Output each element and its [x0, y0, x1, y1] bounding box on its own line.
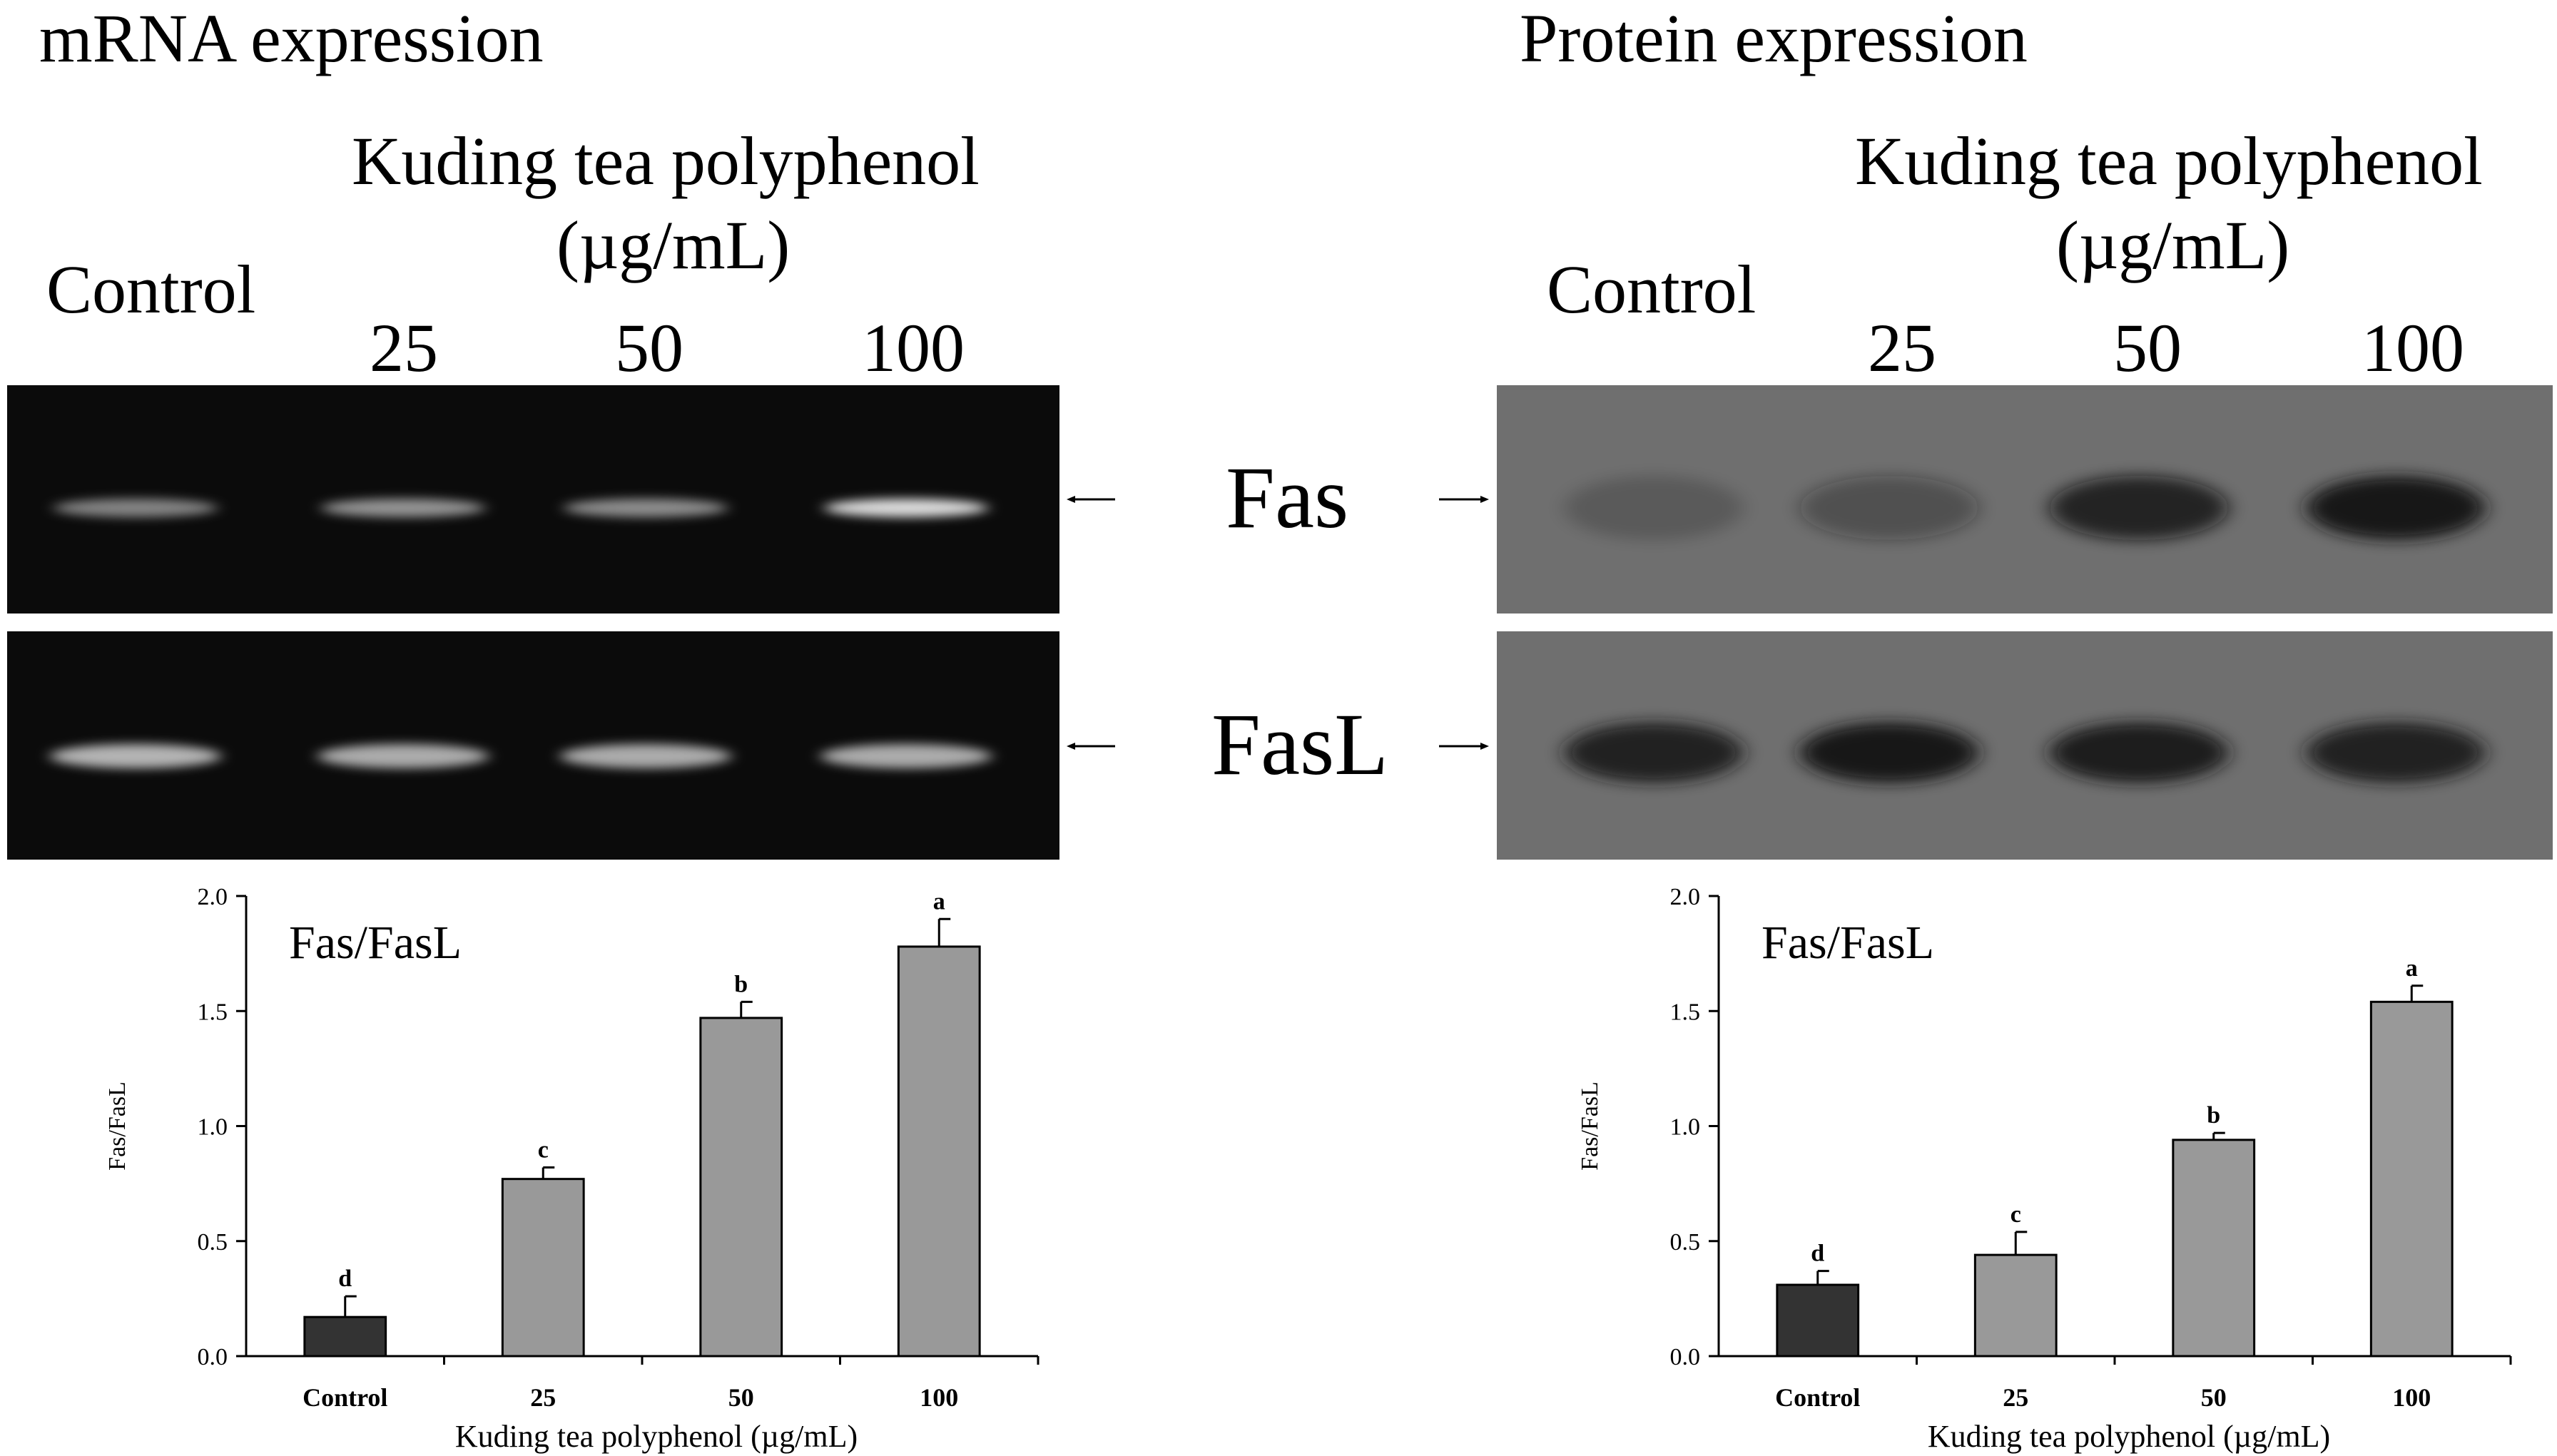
mrna-lane-label: 50 [615, 310, 683, 386]
blot-band [2307, 722, 2485, 783]
chart-inset-label: Fas/FasL [289, 917, 462, 969]
mrna-fas-fasl-bar-chart: 0.0 0.5 1.0 1.5 2.0 Fas/FasL Fas/FasL d Control c… [104, 884, 1039, 1454]
gel-band [54, 499, 218, 517]
y-tick-label: 1.0 [1670, 1114, 1701, 1141]
blot-band [1565, 722, 1743, 783]
protein-fas-blot [1497, 385, 2553, 614]
gel-band [50, 744, 221, 768]
gel-band [564, 499, 728, 517]
significance-letter: d [1811, 1241, 1824, 1267]
protein-lane-label: 50 [2113, 310, 2182, 386]
x-axis-label: Kuding tea polyphenol (µg/mL) [455, 1419, 858, 1454]
bar [699, 1017, 783, 1358]
significance-letter: a [933, 888, 945, 915]
y-tick-label: 0.5 [198, 1229, 228, 1256]
bar [1776, 1283, 1860, 1358]
protein-group-label-line2: (µg/mL) [2056, 207, 2290, 283]
x-tick-label: 50 [2201, 1383, 2227, 1412]
significance-letter: c [2010, 1201, 2021, 1228]
y-tick-label: 0.5 [1670, 1229, 1701, 1256]
protein-group-label-line1: Kuding tea polyphenol [1855, 123, 2483, 199]
bar [897, 945, 981, 1358]
significance-letter: b [2207, 1102, 2220, 1129]
blot-band [2050, 722, 2228, 783]
gel-band [820, 744, 992, 768]
chart-inset-label: Fas/FasL [1762, 917, 1934, 969]
mrna-panel-title: mRNA expression [39, 0, 544, 76]
mrna-group-label-line1: Kuding tea polyphenol [352, 123, 980, 199]
mrna-fas-arrow-icon [1067, 496, 1115, 503]
bar [2369, 1000, 2454, 1358]
y-tick-label: 1.0 [198, 1114, 228, 1141]
significance-letter: d [338, 1266, 352, 1292]
x-tick-label: 100 [2392, 1383, 2431, 1412]
protein-control-label: Control [1547, 251, 1757, 327]
mrna-control-label: Control [46, 251, 256, 327]
y-tick-label: 0.0 [198, 1344, 228, 1370]
blot-band [1565, 476, 1743, 540]
y-tick-label: 0.0 [1670, 1344, 1701, 1370]
mrna-group-label-line2: (µg/mL) [556, 207, 791, 283]
y-tick-label: 1.5 [198, 999, 228, 1025]
x-tick-label: 100 [920, 1383, 958, 1412]
blot-label-fas: Fas [1226, 449, 1349, 546]
significance-letter: c [538, 1137, 549, 1164]
x-tick-label: Control [303, 1383, 387, 1412]
gel-band [321, 499, 485, 517]
x-tick-label: Control [1775, 1383, 1860, 1412]
gel-band [317, 744, 489, 768]
mrna-fas-gel [7, 385, 1059, 614]
blot-label-fasl: FasL [1211, 696, 1388, 793]
protein-fas-fasl-bar-chart: 0.0 0.5 1.0 1.5 2.0 Fas/FasL Fas/FasL d Control c… [1577, 884, 2512, 1454]
protein-panel-title: Protein expression [1520, 0, 2028, 76]
protein-lane-label: 100 [2362, 310, 2464, 386]
y-tick-label: 1.5 [1670, 999, 1701, 1025]
blot-band [2307, 476, 2485, 540]
blot-band [1800, 476, 1978, 540]
protein-fasl-blot [1497, 631, 2553, 860]
mrna-lane-label: 25 [370, 310, 438, 386]
gel-band [560, 744, 731, 768]
x-tick-label: 25 [530, 1383, 556, 1412]
mrna-fasl-gel [7, 631, 1059, 860]
significance-letter: b [734, 971, 748, 997]
bar [303, 1315, 387, 1358]
y-tick-label: 2.0 [1670, 884, 1701, 910]
x-tick-label: 50 [728, 1383, 754, 1412]
x-axis-label: Kuding tea polyphenol (µg/mL) [1928, 1419, 2330, 1454]
y-axis-label: Fas/FasL [104, 1081, 131, 1171]
bar [1973, 1253, 2058, 1358]
bar [2172, 1139, 2256, 1358]
protein-fas-arrow-icon [1439, 496, 1489, 503]
protein-fasl-arrow-icon [1439, 743, 1489, 750]
y-tick-label: 2.0 [198, 884, 228, 910]
x-tick-label: 25 [2003, 1383, 2028, 1412]
mrna-fasl-arrow-icon [1067, 743, 1115, 750]
bar [501, 1178, 585, 1358]
protein-lane-label: 25 [1868, 310, 1936, 386]
significance-letter: a [2406, 955, 2418, 982]
blot-band [1800, 722, 1978, 783]
blot-band [2050, 476, 2228, 540]
y-axis-label: Fas/FasL [1577, 1081, 1603, 1171]
gel-band [824, 499, 988, 517]
mrna-lane-label: 100 [862, 310, 965, 386]
